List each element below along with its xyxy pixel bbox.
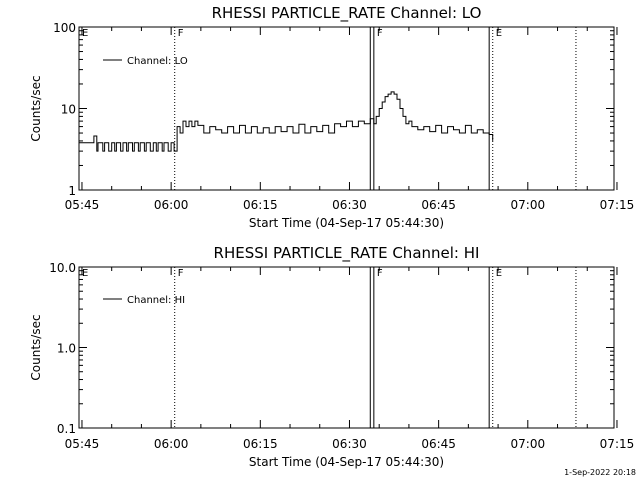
x-tick-label: 07:00 — [511, 437, 546, 451]
chart-title: RHESSI PARTICLE_RATE Channel: LO — [212, 4, 482, 23]
event-marker-label: F — [178, 268, 184, 279]
x-tick-label: 06:00 — [154, 198, 189, 212]
y-tick-label: 10 — [61, 103, 76, 117]
x-tick-label: 06:30 — [332, 198, 367, 212]
legend-label: Channel: HI — [127, 295, 185, 306]
x-tick-label: 06:15 — [243, 198, 278, 212]
event-marker-label: F — [178, 28, 184, 39]
x-tick-label: 06:00 — [154, 437, 189, 451]
event-marker-label: E — [496, 268, 502, 279]
plot-frame — [78, 266, 615, 429]
y-tick-label: 10.0 — [49, 261, 76, 275]
y-axis-label: Counts/sec — [29, 314, 43, 380]
plot-frame — [78, 26, 615, 191]
x-tick-label: 07:15 — [600, 198, 635, 212]
legend-label: Channel: LO — [127, 56, 188, 67]
y-tick-label: 1.0 — [57, 342, 76, 356]
x-tick-label: 06:15 — [243, 437, 278, 451]
x-tick-label: 06:30 — [332, 437, 367, 451]
event-marker-label: F — [377, 268, 383, 279]
x-tick-label: 05:45 — [65, 198, 100, 212]
x-axis-label: Start Time (04-Sep-17 05:44:30) — [249, 216, 444, 230]
x-axis-label: Start Time (04-Sep-17 05:44:30) — [249, 455, 444, 469]
event-marker-label: E — [496, 28, 502, 39]
y-axis-label: Counts/sec — [29, 75, 43, 141]
x-tick-label: 06:45 — [421, 437, 456, 451]
event-marker-label: E — [82, 28, 88, 39]
x-tick-label: 05:45 — [65, 437, 100, 451]
y-tick-label: 0.1 — [57, 422, 76, 436]
x-tick-label: 07:15 — [600, 437, 635, 451]
event-marker-label: F — [377, 28, 383, 39]
chart-title: RHESSI PARTICLE_RATE Channel: HI — [214, 244, 480, 263]
series-line — [79, 91, 494, 152]
footer-timestamp: 1-Sep-2022 20:18 — [564, 468, 636, 477]
hi-channel-panel: RHESSI PARTICLE_RATE Channel: HI Counts/s… — [29, 244, 634, 469]
x-tick-label: 06:45 — [421, 198, 456, 212]
x-tick-label: 07:00 — [511, 198, 546, 212]
lo-channel-panel: RHESSI PARTICLE_RATE Channel: LO Counts/s… — [29, 4, 634, 230]
y-tick-label: 1 — [68, 184, 76, 198]
y-tick-label: 100 — [53, 21, 76, 35]
event-marker-label: E — [82, 268, 88, 279]
